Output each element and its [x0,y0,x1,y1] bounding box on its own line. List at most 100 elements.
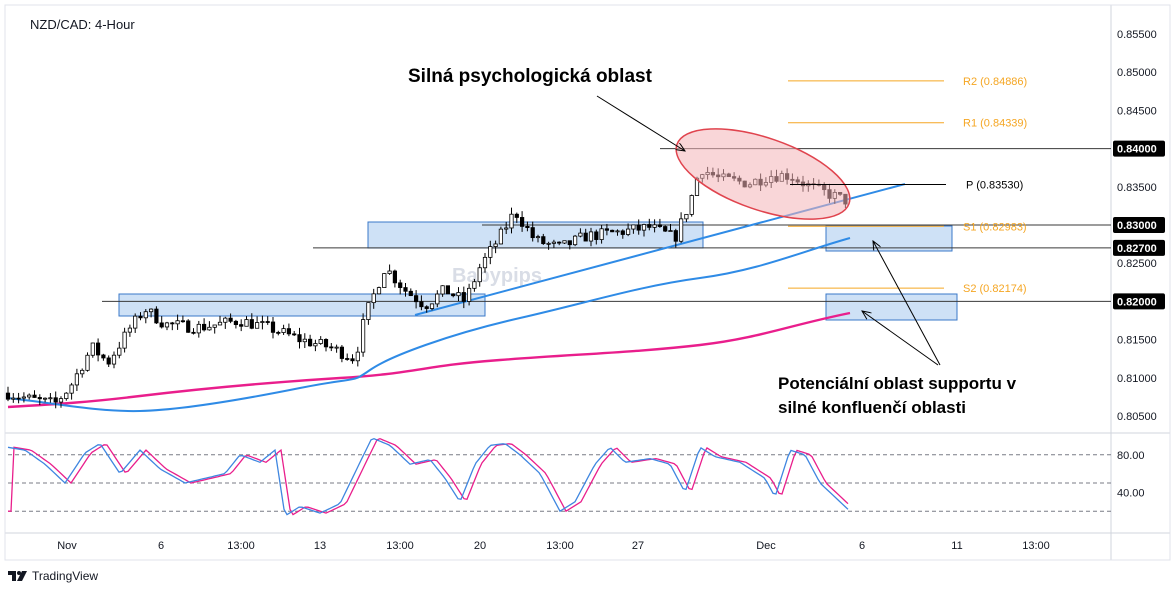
candle-body [90,342,95,356]
candle-body [37,397,42,400]
candle-body [223,317,228,323]
candle-body [424,306,429,309]
candle-body [641,224,647,231]
candle-body [652,224,657,228]
time-tick-label: 27 [632,540,644,552]
candle-body [133,315,138,329]
candle-body [413,295,419,303]
candle-body [106,357,111,365]
candle-body [307,338,313,347]
candle-body [387,270,392,274]
candle-body [376,287,382,295]
candle-body [191,331,196,334]
price-tick-label: 0.84500 [1117,105,1157,117]
candle-body [392,270,398,284]
price-level-tag [1113,217,1165,233]
candle-body [684,213,689,220]
time-tick-label: 13:00 [1022,540,1050,552]
ema-fast-line [7,237,851,413]
candle-body [403,287,408,292]
time-tick-label: 13 [314,540,326,552]
candle-body [583,232,588,242]
symbol-label[interactable]: NZD/CAD: 4-Hour [30,17,135,32]
time-axis[interactable]: Nov 6 13:00 13 13:00 20 13:00 27 Dec 6 11 13:00 [57,540,1050,552]
candle-body [488,246,493,258]
stoch-tick-label: 40.00 [1117,487,1145,499]
candle-body [16,397,21,400]
stochastic-panel: 80.00 40.00 [7,437,1145,516]
candle-body [69,384,74,394]
candle-body [355,351,360,362]
candle-body [615,230,620,233]
candle-body [207,326,212,331]
candle-body [631,224,636,230]
candle-body [429,303,435,309]
candle-body [504,227,509,230]
candle-body [117,347,122,356]
candle-body [673,230,678,242]
candle-body [588,231,594,242]
candle-body [297,334,302,343]
candle-body [244,319,249,327]
price-tick-label: 0.81500 [1117,335,1157,347]
price-tick-label: 0.82500 [1117,258,1157,270]
tradingview-brand[interactable]: TradingView [8,569,98,583]
candle-body [599,228,604,240]
candle-body [85,354,90,371]
candle-body [164,322,170,328]
annotation-arrow-1 [596,95,685,151]
candle-body [313,343,318,347]
candle-body [472,281,477,289]
candle-body [562,240,567,244]
time-tick-label: 13:00 [386,540,414,552]
candle-body [48,397,53,400]
candle-body [27,394,32,398]
candle-body [466,287,472,302]
time-tick-label: 20 [474,540,486,552]
candle-body [334,346,339,349]
tradingview-logo-icon [8,571,27,581]
candle-body [530,227,535,239]
candle-body [196,323,201,334]
candle-body [498,228,504,245]
price-tick-label: 0.80500 [1117,411,1157,423]
candle-body [520,217,525,227]
candle-body [249,319,254,329]
chart-frame [4,4,1171,561]
price-axis[interactable]: 0.85500 0.85000 0.84500 0.84000 0.83500 0.830… [1113,29,1165,423]
pivot-label: P (0.83530) [966,180,1023,192]
annotation-psychological-area: Silná psychologická oblast [408,66,652,87]
annotation-support-line1: Potenciální oblast supportu v [778,374,1017,393]
candle-body [419,301,424,308]
candle-body [440,285,445,295]
candle-body [647,224,652,228]
candle-body [610,229,615,233]
candle-body [382,273,387,288]
candle-body [292,333,297,336]
pivot-label: R2 (0.84886) [963,76,1027,88]
candle-body [573,235,578,246]
candle-body [535,236,541,239]
candle-body [371,293,376,304]
candle-body [679,218,684,242]
candle-body [11,397,16,400]
candle-body [509,213,514,229]
ema-slow-line [7,311,851,409]
price-level-tag-label: 0.83000 [1117,220,1157,232]
candle-body [445,285,451,295]
time-tick-label: 13:00 [227,540,255,552]
candle-body [143,311,148,319]
candle-body [482,256,488,269]
candle-body [663,226,668,232]
zone-box-2 [367,221,704,249]
candle-body [175,320,180,325]
annotation-arrow-3 [862,311,939,366]
candle-body [80,369,85,375]
candle-body [138,315,143,319]
zone-box-1 [118,293,486,317]
candle-body [604,228,610,231]
pivot-label: S2 (0.82174) [963,283,1027,295]
candle-body [398,282,403,288]
pivot-label: R1 (0.84339) [963,118,1027,130]
candle-body [350,358,355,362]
